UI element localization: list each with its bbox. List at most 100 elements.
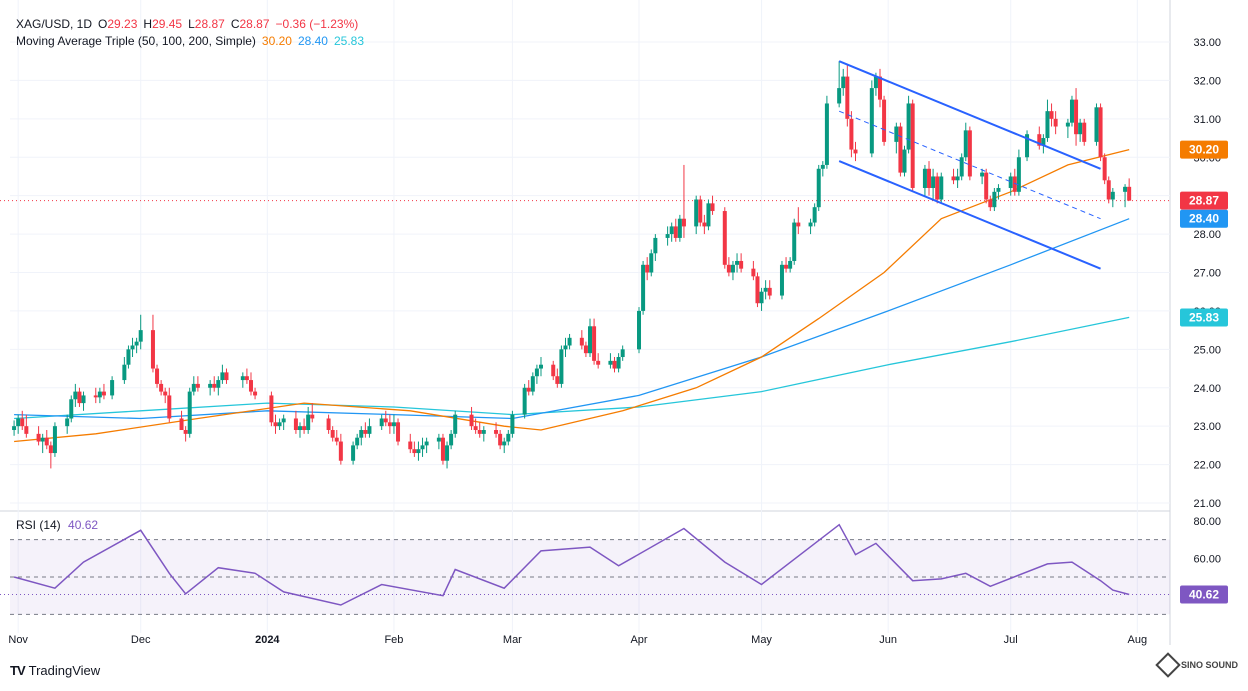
candle-body bbox=[359, 430, 364, 438]
candle-body bbox=[534, 368, 539, 377]
open-key: O bbox=[98, 17, 108, 31]
candle-body bbox=[779, 264, 784, 296]
candle-body bbox=[710, 203, 715, 212]
y-tick-label: 23.00 bbox=[1193, 421, 1221, 433]
candle-body bbox=[302, 426, 307, 431]
candle-body bbox=[269, 395, 274, 423]
price-label-bg bbox=[1180, 308, 1228, 327]
candle-body bbox=[583, 345, 588, 354]
candle-body bbox=[281, 418, 286, 423]
x-tick-label: Aug bbox=[1128, 634, 1148, 646]
tradingview-logo[interactable]: TV TradingView bbox=[10, 663, 100, 678]
moving-averages bbox=[14, 148, 1130, 443]
candle-body bbox=[1012, 176, 1017, 192]
candle-body bbox=[1065, 122, 1070, 127]
candle-body bbox=[24, 426, 29, 434]
ma100-value: 28.40 bbox=[297, 34, 328, 48]
price-label: 30.20 bbox=[1189, 143, 1219, 157]
candle-body bbox=[563, 345, 568, 350]
candle-body bbox=[93, 395, 98, 398]
candle-body bbox=[567, 337, 572, 346]
low-key: L bbox=[188, 17, 195, 31]
candle-body bbox=[988, 199, 993, 208]
candle-body bbox=[138, 330, 143, 342]
candle-body bbox=[101, 391, 106, 396]
candle-body bbox=[739, 260, 744, 269]
candle-body bbox=[338, 441, 343, 461]
candle-body bbox=[677, 218, 682, 238]
candle-body bbox=[673, 226, 678, 238]
candle-body bbox=[163, 391, 168, 396]
candle-body bbox=[1016, 157, 1021, 192]
candle-body bbox=[1049, 111, 1054, 119]
rsi-label[interactable]: RSI (14) bbox=[16, 518, 61, 532]
candle-body bbox=[248, 380, 253, 392]
candle-body bbox=[726, 264, 731, 273]
candle-body bbox=[579, 337, 584, 346]
candle-body bbox=[788, 260, 793, 269]
candle-body bbox=[187, 391, 192, 434]
candle-body bbox=[408, 441, 413, 450]
x-tick-label: Mar bbox=[503, 634, 522, 646]
candle-body bbox=[130, 345, 135, 350]
candle-body bbox=[379, 418, 384, 427]
channel-lower-line bbox=[838, 160, 1101, 270]
candle-body bbox=[16, 418, 21, 427]
candle-body bbox=[440, 437, 445, 461]
candle-body bbox=[445, 445, 450, 461]
candle-body bbox=[326, 418, 331, 431]
symbol-label[interactable]: XAG/USD, 1D bbox=[16, 17, 93, 31]
candle-body bbox=[853, 149, 858, 154]
candle-body bbox=[526, 387, 531, 392]
ma-indicator-label[interactable]: Moving Average Triple (50, 100, 200, Sim… bbox=[16, 34, 256, 48]
candle-body bbox=[645, 264, 650, 273]
y-tick-label: 33.00 bbox=[1193, 37, 1221, 49]
candle-body bbox=[383, 418, 388, 423]
candle-body bbox=[837, 88, 842, 104]
candle-body bbox=[44, 437, 49, 446]
candle-body bbox=[1045, 111, 1050, 139]
candle-body bbox=[873, 76, 878, 89]
candle-body bbox=[910, 103, 915, 188]
x-tick-label: Apr bbox=[630, 634, 647, 646]
candle-body bbox=[894, 126, 899, 142]
sino-line1: SINO SOUND bbox=[1180, 660, 1238, 670]
candle-body bbox=[126, 349, 131, 365]
candle-body bbox=[273, 422, 278, 427]
candle-body bbox=[293, 418, 298, 431]
candle-body bbox=[159, 383, 164, 392]
candle-body bbox=[898, 126, 903, 173]
candle-body bbox=[224, 372, 229, 381]
rsi-line bbox=[13, 523, 1130, 606]
candle-body bbox=[980, 172, 985, 177]
candle-body bbox=[665, 234, 670, 238]
candle-body bbox=[922, 168, 927, 188]
candle-body bbox=[494, 430, 499, 434]
candle-body bbox=[637, 310, 642, 350]
ma100-line bbox=[14, 218, 1130, 420]
candle-body bbox=[355, 437, 360, 446]
price-label-bg bbox=[1180, 209, 1228, 228]
x-tick-label: Dec bbox=[131, 634, 151, 646]
candle-body bbox=[81, 395, 86, 404]
candle-body bbox=[984, 172, 989, 200]
candle-body bbox=[808, 222, 813, 227]
candle-body bbox=[1008, 176, 1013, 188]
price-label: 28.40 bbox=[1189, 212, 1219, 226]
candle-body bbox=[927, 168, 932, 188]
candle-body bbox=[796, 222, 801, 227]
channel bbox=[838, 60, 1101, 270]
open-value: 29.23 bbox=[107, 17, 138, 31]
candle-body bbox=[510, 414, 515, 434]
y-tick-label: 22.00 bbox=[1193, 460, 1221, 472]
candle-body bbox=[310, 414, 315, 419]
candle-body bbox=[555, 376, 560, 384]
candle-body bbox=[150, 330, 155, 369]
candle-body bbox=[906, 103, 911, 150]
candle-body bbox=[878, 76, 882, 100]
candle-body bbox=[167, 395, 172, 419]
candle-body bbox=[869, 88, 874, 154]
candle-body bbox=[706, 203, 711, 227]
candle-body bbox=[559, 349, 564, 384]
